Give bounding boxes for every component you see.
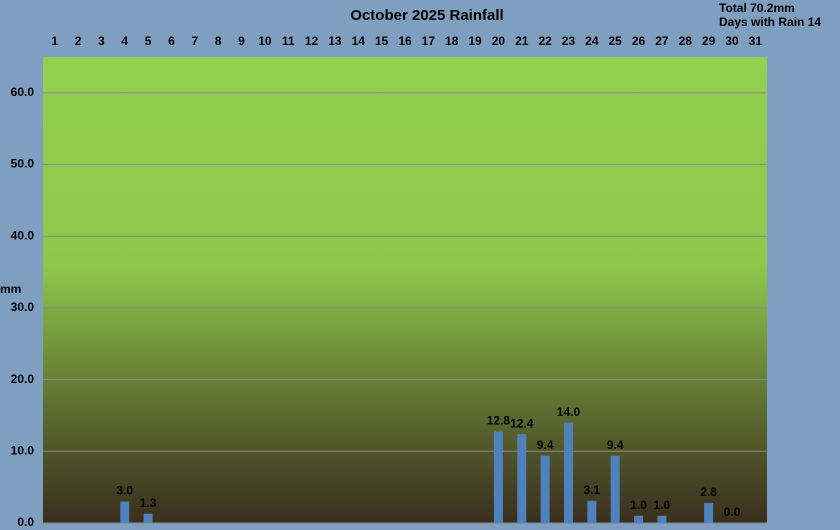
- bar: [704, 502, 714, 523]
- data-label: 14.0: [557, 405, 581, 419]
- bar: [610, 455, 620, 523]
- x-tick-label: 24: [585, 34, 599, 48]
- y-tick-label: 10.0: [11, 443, 35, 457]
- bar: [634, 515, 644, 523]
- bar: [587, 500, 597, 523]
- plot-area: [43, 57, 767, 523]
- chart-title: October 2025 Rainfall: [350, 7, 503, 24]
- x-tick-label: 11: [282, 34, 295, 48]
- bar: [563, 422, 573, 523]
- x-tick-label: 16: [398, 34, 412, 48]
- x-tick-label: 5: [145, 34, 152, 48]
- x-tick-label: 22: [538, 34, 552, 48]
- data-label: 3.0: [116, 484, 133, 498]
- x-tick-label: 3: [98, 34, 105, 48]
- x-tick-label: 18: [445, 34, 459, 48]
- x-tick-label: 6: [168, 34, 175, 48]
- x-tick-label: 12: [305, 34, 319, 48]
- y-tick-label: 20.0: [11, 372, 35, 386]
- data-label: 9.4: [607, 438, 624, 452]
- x-tick-label: 23: [562, 34, 576, 48]
- x-tick-label: 4: [121, 34, 128, 48]
- x-tick-label: 31: [749, 34, 763, 48]
- x-tick-label: 17: [422, 34, 436, 48]
- x-tick-label: 2: [75, 34, 82, 48]
- x-tick-label: 20: [492, 34, 506, 48]
- x-tick-label: 9: [238, 34, 245, 48]
- x-tick-label: 10: [258, 34, 272, 48]
- bar: [540, 455, 550, 523]
- y-tick-label: 60.0: [11, 85, 35, 99]
- x-tick-label: 13: [328, 34, 342, 48]
- x-tick-label: 28: [679, 34, 693, 48]
- bar: [493, 431, 503, 523]
- x-tick-label: 19: [468, 34, 482, 48]
- x-tick-label: 27: [655, 34, 669, 48]
- data-label: 12.4: [510, 416, 534, 430]
- x-tick-label: 14: [352, 34, 366, 48]
- bar: [143, 513, 153, 523]
- bar: [120, 501, 130, 523]
- data-label: 1.0: [630, 498, 647, 512]
- annotation: Days with Rain 14: [719, 15, 821, 29]
- data-label: 1.0: [654, 498, 671, 512]
- bar: [657, 515, 667, 523]
- x-tick-label: 29: [702, 34, 716, 48]
- y-axis-label: mm: [0, 282, 21, 296]
- annotation: Total 70.2mm: [719, 1, 795, 15]
- data-label: 3.1: [583, 483, 600, 497]
- data-label: 1.3: [140, 496, 157, 510]
- x-tick-label: 8: [215, 34, 222, 48]
- data-label: 12.8: [487, 413, 511, 427]
- x-tick-label: 25: [609, 34, 623, 48]
- y-tick-label: 30.0: [11, 300, 35, 314]
- x-tick-label: 15: [375, 34, 389, 48]
- x-tick-label: 1: [51, 34, 58, 48]
- x-tick-label: 21: [515, 34, 529, 48]
- x-tick-label: 26: [632, 34, 646, 48]
- x-tick-label: 30: [725, 34, 739, 48]
- y-tick-label: 0.0: [17, 515, 34, 529]
- bar: [517, 434, 527, 523]
- data-label: 2.8: [700, 485, 717, 499]
- x-tick-label: 7: [191, 34, 198, 48]
- y-tick-label: 50.0: [11, 157, 35, 171]
- y-tick-label: 40.0: [11, 228, 35, 242]
- data-label: 0.0: [724, 505, 741, 519]
- data-label: 9.4: [537, 438, 554, 452]
